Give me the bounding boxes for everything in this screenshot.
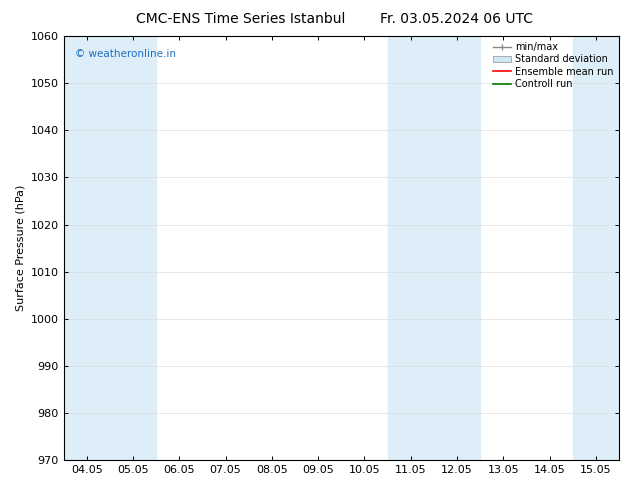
Legend: min/max, Standard deviation, Ensemble mean run, Controll run: min/max, Standard deviation, Ensemble me… [489, 38, 617, 93]
Bar [573, 36, 619, 460]
Bar [110, 36, 156, 460]
Text: © weatheronline.in: © weatheronline.in [75, 49, 176, 59]
Bar [63, 36, 110, 460]
Bar [387, 36, 434, 460]
Bar [434, 36, 480, 460]
Text: Fr. 03.05.2024 06 UTC: Fr. 03.05.2024 06 UTC [380, 12, 533, 26]
Text: CMC-ENS Time Series Istanbul: CMC-ENS Time Series Istanbul [136, 12, 346, 26]
Y-axis label: Surface Pressure (hPa): Surface Pressure (hPa) [15, 185, 25, 311]
